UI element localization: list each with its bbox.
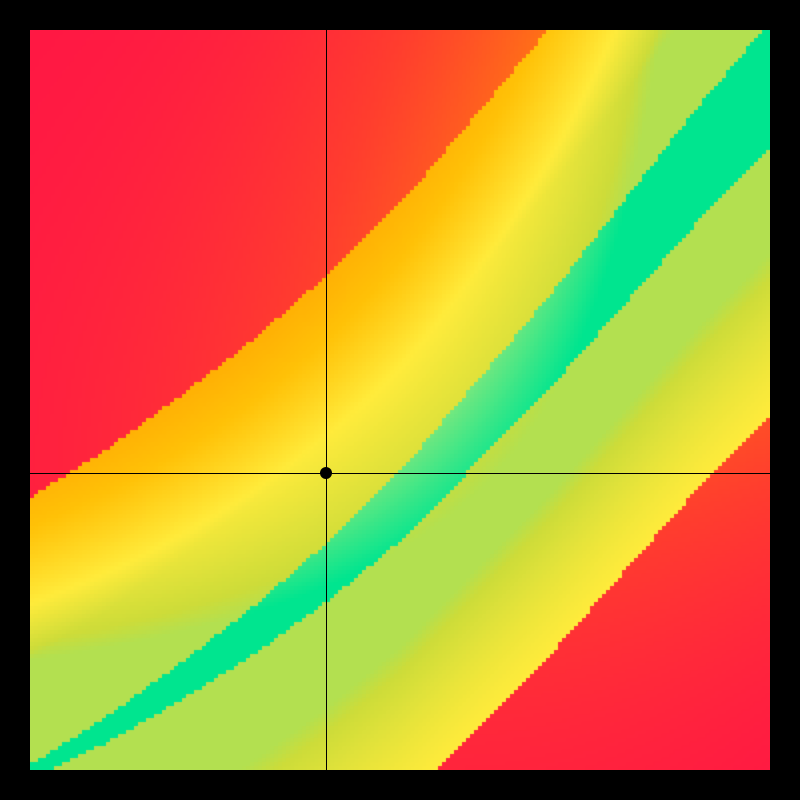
crosshair-horizontal [30, 473, 770, 474]
crosshair-vertical [326, 30, 327, 770]
chart-container: TheBottleneck.com [0, 0, 800, 800]
marker-point [320, 467, 332, 479]
plot-border [0, 0, 800, 800]
